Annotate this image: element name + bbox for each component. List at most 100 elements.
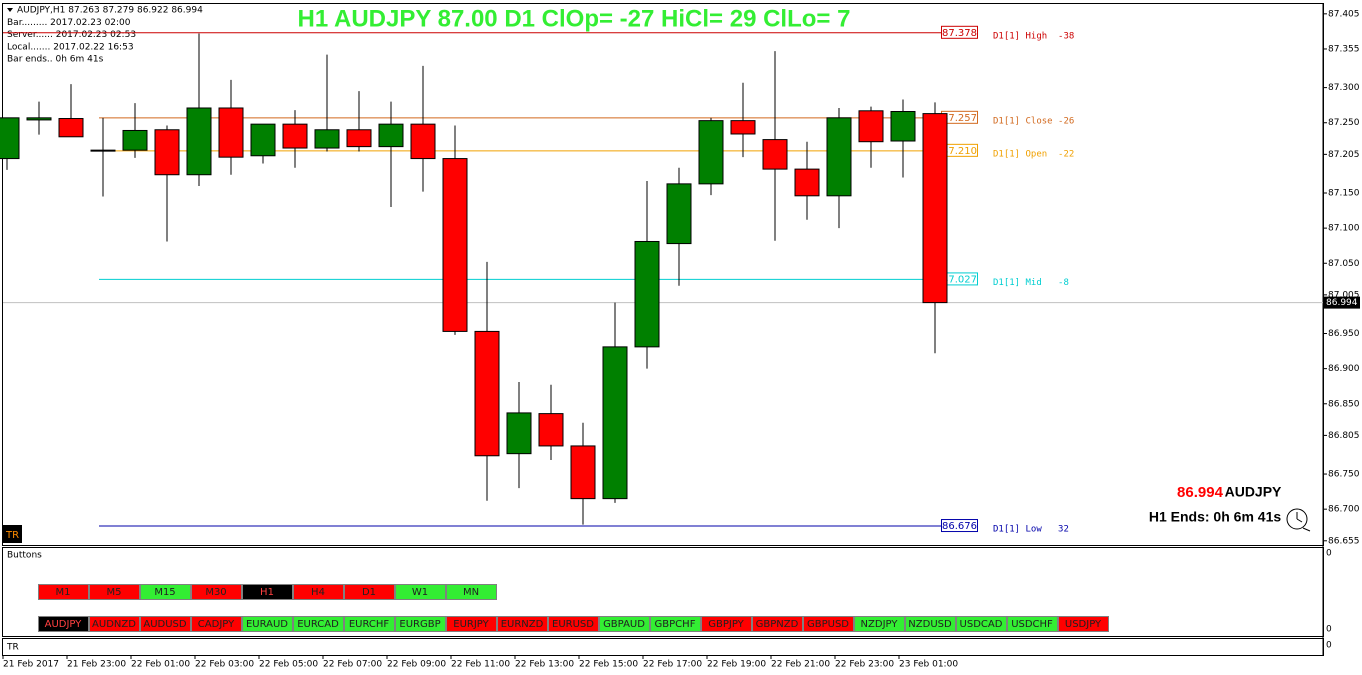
button-label[interactable]: D1	[362, 587, 376, 598]
candle-body	[186, 107, 212, 176]
button[interactable]	[89, 616, 140, 632]
button[interactable]	[395, 584, 446, 600]
candle-body	[442, 158, 468, 332]
level-text: D1[1] Mid -8	[993, 278, 1069, 288]
candle-body	[314, 129, 340, 149]
level-text: D1[1] Close -26	[993, 116, 1074, 126]
button[interactable]	[905, 616, 956, 632]
button[interactable]	[497, 616, 548, 632]
level-value: 87.027	[942, 274, 977, 285]
level-box	[941, 519, 978, 533]
button-label[interactable]: M15	[154, 587, 175, 598]
button[interactable]	[344, 584, 395, 600]
button[interactable]	[242, 616, 293, 632]
button[interactable]	[140, 584, 191, 600]
button[interactable]	[599, 616, 650, 632]
button-label[interactable]: USDJPY	[1065, 619, 1102, 630]
x-tick-label: 22 Feb 03:00	[195, 660, 254, 670]
x-tick-label: 22 Feb 17:00	[643, 660, 702, 670]
button[interactable]	[191, 616, 242, 632]
candle-body	[698, 120, 724, 185]
y-tick-label: 86.700	[1328, 505, 1360, 515]
button[interactable]	[242, 584, 293, 600]
info-line: Bar......... 2017.02.23 02:00	[7, 18, 131, 28]
button[interactable]	[38, 616, 89, 632]
button-label[interactable]: H4	[311, 587, 325, 598]
button[interactable]	[803, 616, 854, 632]
button-label[interactable]: USDCHF	[1011, 619, 1053, 630]
button-label[interactable]: CADJPY	[198, 619, 235, 630]
button-label[interactable]: USDCAD	[960, 619, 1003, 630]
y-tick-label: 86.750	[1328, 470, 1360, 480]
candle-body	[890, 110, 916, 142]
button-label[interactable]: AUDNZD	[92, 619, 136, 630]
button[interactable]	[89, 584, 140, 600]
button-label[interactable]: GBPAUD	[603, 619, 645, 630]
button-label[interactable]: EURNZD	[501, 619, 544, 630]
button[interactable]	[344, 616, 395, 632]
button[interactable]	[38, 584, 89, 600]
button-label[interactable]: EURCHF	[349, 619, 390, 630]
info-line: Local....... 2017.02.22 16:53	[7, 42, 134, 52]
level-text: D1[1] High -38	[993, 31, 1074, 41]
level-value: 86.676	[942, 521, 977, 532]
button-label[interactable]: NZDJPY	[861, 619, 899, 630]
button[interactable]	[650, 616, 701, 632]
button[interactable]	[1007, 616, 1058, 632]
button[interactable]	[140, 616, 191, 632]
candle-body	[506, 412, 532, 455]
button[interactable]	[854, 616, 905, 632]
candle-body	[602, 346, 628, 500]
button[interactable]	[446, 616, 497, 632]
button-label[interactable]: EURGBP	[399, 619, 440, 630]
button[interactable]	[395, 616, 446, 632]
candle-body	[282, 123, 308, 149]
candle-body	[122, 129, 148, 151]
button[interactable]	[446, 584, 497, 600]
price-tag-label: 86.994	[1326, 298, 1358, 308]
candle-body	[0, 117, 20, 160]
button-label[interactable]: EURUSD	[552, 619, 594, 630]
y-tick-label: 87.100	[1328, 224, 1360, 234]
button-label[interactable]: M1	[56, 587, 71, 598]
button-label[interactable]: GBPUSD	[807, 619, 849, 630]
button-label[interactable]: M5	[107, 587, 122, 598]
button[interactable]	[293, 584, 344, 600]
y-tick-label: 86.950	[1328, 329, 1360, 339]
button-label[interactable]: M30	[205, 587, 226, 598]
x-tick-label: 22 Feb 21:00	[771, 660, 830, 670]
button[interactable]	[1058, 616, 1109, 632]
button-label[interactable]: GBPNZD	[756, 619, 799, 630]
button[interactable]	[191, 584, 242, 600]
menu-arrow[interactable]	[7, 8, 13, 12]
button[interactable]	[956, 616, 1007, 632]
button-label[interactable]: EURJPY	[453, 619, 489, 630]
button[interactable]	[548, 616, 599, 632]
candle-body	[378, 123, 404, 148]
button[interactable]	[701, 616, 752, 632]
button-label[interactable]: AUDJPY	[45, 619, 83, 630]
y-tick-label: 87.250	[1328, 118, 1360, 128]
candle-body	[218, 107, 244, 158]
button-label[interactable]: H1	[260, 587, 274, 598]
button-label[interactable]: GBPCHF	[655, 619, 696, 630]
level-text: D1[1] Open -22	[993, 149, 1074, 159]
button[interactable]	[752, 616, 803, 632]
button[interactable]	[293, 616, 344, 632]
candle-body	[154, 129, 180, 176]
panel-title: TR	[6, 643, 19, 653]
button-label[interactable]: EURCAD	[297, 619, 339, 630]
button-label[interactable]: W1	[412, 587, 428, 598]
button-label[interactable]: MN	[463, 587, 479, 598]
candle-body	[90, 149, 116, 152]
candle-body	[26, 117, 52, 121]
level-value: 87.210	[942, 146, 977, 157]
candle-body	[538, 413, 564, 447]
y-tick-label: 86.805	[1328, 431, 1360, 441]
button-label[interactable]: NZDUSD	[908, 619, 952, 630]
button-label[interactable]: EURAUD	[246, 619, 288, 630]
button-label[interactable]: GBPJPY	[708, 619, 744, 630]
button-label[interactable]: AUDUSD	[143, 619, 187, 630]
x-tick-label: 22 Feb 11:00	[451, 660, 510, 670]
